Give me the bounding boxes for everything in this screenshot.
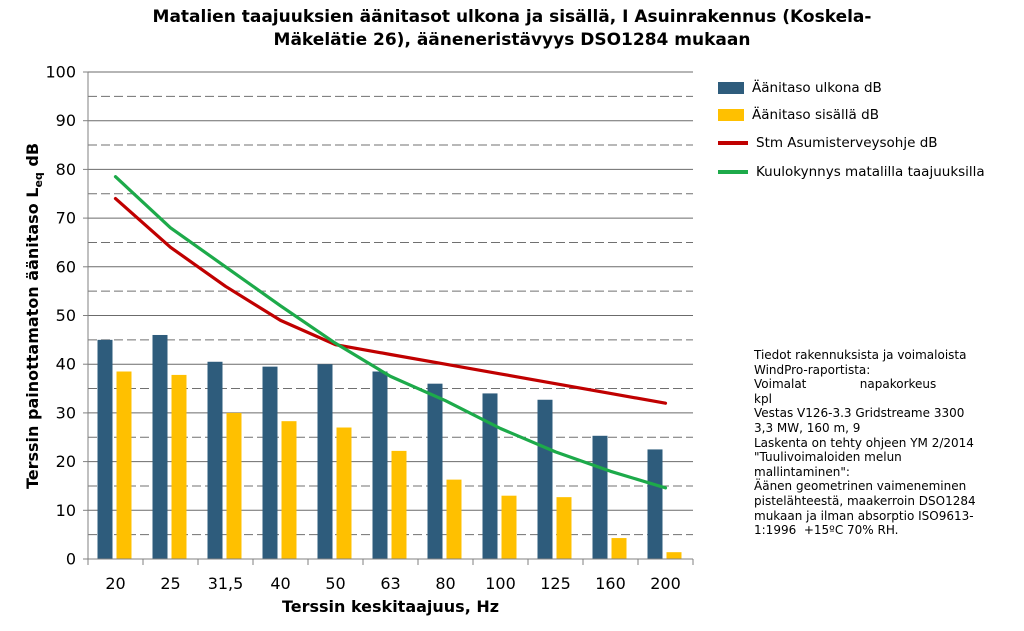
notes-line: mallintaminen": [754,464,850,479]
notes-line: mukaan ja ilman absorptio ISO9613- [754,508,974,523]
notes-line: "Tuulivoimaloiden melun [754,450,902,465]
chart-title-line-2: Mäkelätie 26), ääneneristävyys DSO1284 m… [273,30,751,50]
x-tick-label: 31,5 [208,574,244,593]
x-tick-label: 160 [595,574,626,593]
y-axis-title-subscript: eq [32,172,45,187]
y-tick-label: 70 [56,209,76,228]
notes-line: WindPro-raportista: [754,362,871,377]
y-tick-label: 0 [66,550,76,569]
bar-sisalla [281,421,297,559]
legend-label-stm: Stm Asumisterveysohje dB [756,135,938,151]
notes-line: Vestas V126-3.3 Gridstreame 3300 [754,406,965,421]
legend-item-kuulokynnys: Kuulokynnys matalilla taajuuksilla [718,162,985,182]
notes-line: 1:1996 +15ºC 70% RH. [754,523,899,538]
x-tick-label: 25 [160,574,180,593]
x-tick-label: 80 [435,574,455,593]
bar-ulkona [97,339,113,559]
bar-ulkona [647,449,663,559]
y-tick-label: 40 [56,355,76,374]
line-stm [113,197,668,405]
y-tick-label: 90 [56,111,76,130]
bar-ulkona [262,366,278,559]
x-tick-label: 63 [380,574,400,593]
notes-line: Laskenta on tehty ohjeen YM 2/2014 [754,435,974,450]
bar-sisalla [226,412,242,559]
legend-item-stm: Stm Asumisterveysohje dB [718,133,938,153]
bar-ulkona [537,399,553,559]
y-tick-label: 60 [56,257,76,276]
bar-ulkona [482,393,498,559]
chart-title-line-1: Matalien taajuuksien äänitasot ulkona ja… [152,7,872,27]
legend-line-kuulokynnys [718,170,748,174]
notes-line: kpl [754,391,772,406]
bar-sisalla [611,538,627,559]
y-axis-title: Terssin painottamaton äänitaso Leq dB [23,143,45,489]
y-tick-label: 80 [56,160,76,179]
legend-label-ulkona: Äänitaso ulkona dB [752,80,882,96]
legend-item-ulkona: Äänitaso ulkona dB [718,78,882,98]
notes-text-box: Tiedot rakennuksista ja voimaloista Wind… [754,348,1019,538]
bar-sisalla [446,479,462,559]
line-kuulokynnys [113,175,668,490]
notes-line: Voimalat napakorkeus [754,377,937,392]
bar-sisalla [556,497,572,559]
legend-label-kuulokynnys: Kuulokynnys matalilla taajuuksilla [756,164,985,180]
bar-sisalla [666,552,682,559]
x-tick-label: 20 [105,574,125,593]
x-tick-label: 50 [325,574,345,593]
notes-line: Äänen geometrinen vaimeneminen [754,479,967,494]
bar-ulkona [207,361,223,559]
x-tick-label: 40 [270,574,290,593]
y-tick-label: 20 [56,452,76,471]
y-tick-label: 30 [56,403,76,422]
x-axis-title: Terssin keskitaajuus, Hz [282,597,499,616]
x-tick-label: 125 [540,574,571,593]
notes-line: Tiedot rakennuksista ja voimaloista [754,348,967,362]
legend-swatch-ulkona [718,82,744,94]
legend-item-sisalla: Äänitaso sisällä dB [718,105,879,125]
bar-ulkona [592,435,608,559]
y-axis-title-main: Terssin painottamaton äänitaso L [23,188,42,490]
chart-title: Matalien taajuuksien äänitasot ulkona ja… [60,6,964,52]
bar-sisalla [116,371,132,559]
bar-ulkona [317,364,333,559]
y-tick-label: 50 [56,306,76,325]
bar-ulkona [152,334,168,559]
legend-label-sisalla: Äänitaso sisällä dB [752,107,879,123]
bar-ulkona [427,383,443,559]
bar-ulkona [372,371,388,559]
y-tick-label: 10 [56,501,76,520]
bar-sisalla [171,374,187,559]
x-tick-label: 200 [650,574,681,593]
bar-sisalla [501,495,517,559]
bar-sisalla [336,427,352,559]
legend-line-stm [718,141,748,145]
y-axis-title-unit: dB [23,143,42,172]
legend-swatch-sisalla [718,109,744,121]
bar-sisalla [391,450,407,559]
notes-line: pistelähteestä, maakerroin DSO1284 [754,493,976,508]
x-tick-label: 100 [485,574,516,593]
y-tick-label: 100 [45,63,76,82]
notes-line: 3,3 MW, 160 m, 9 [754,420,861,435]
